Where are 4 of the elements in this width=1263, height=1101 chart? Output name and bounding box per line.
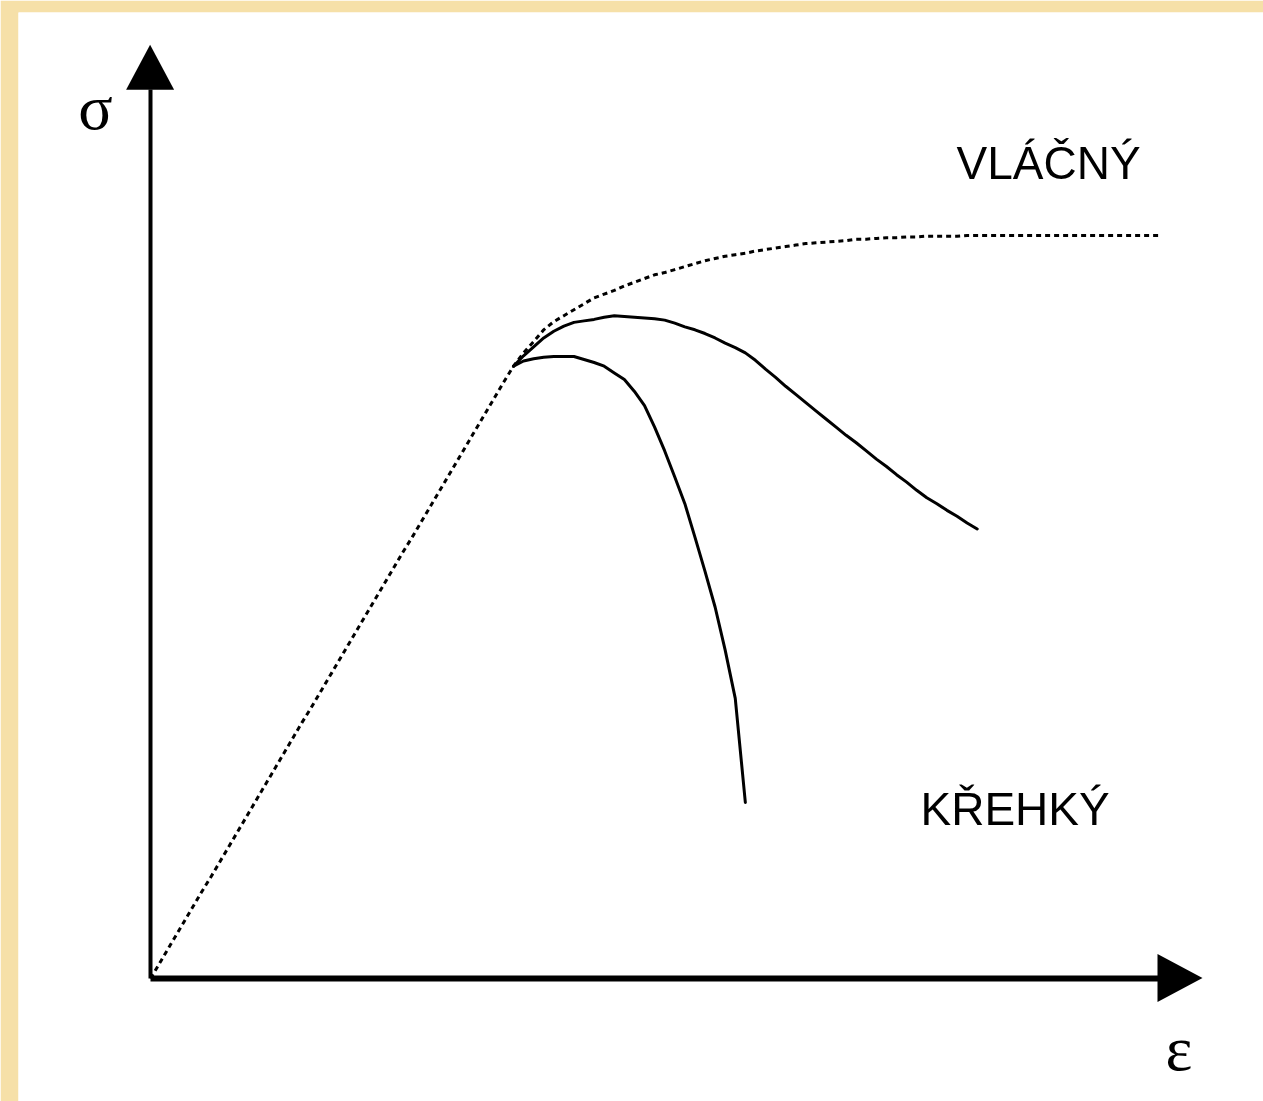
series-label: VLÁČNÝ — [956, 137, 1141, 190]
annotation: KŘEHKÝ — [920, 782, 1110, 835]
y-axis-title: σ — [78, 71, 113, 143]
x-axis-title: ε — [1165, 1013, 1193, 1085]
